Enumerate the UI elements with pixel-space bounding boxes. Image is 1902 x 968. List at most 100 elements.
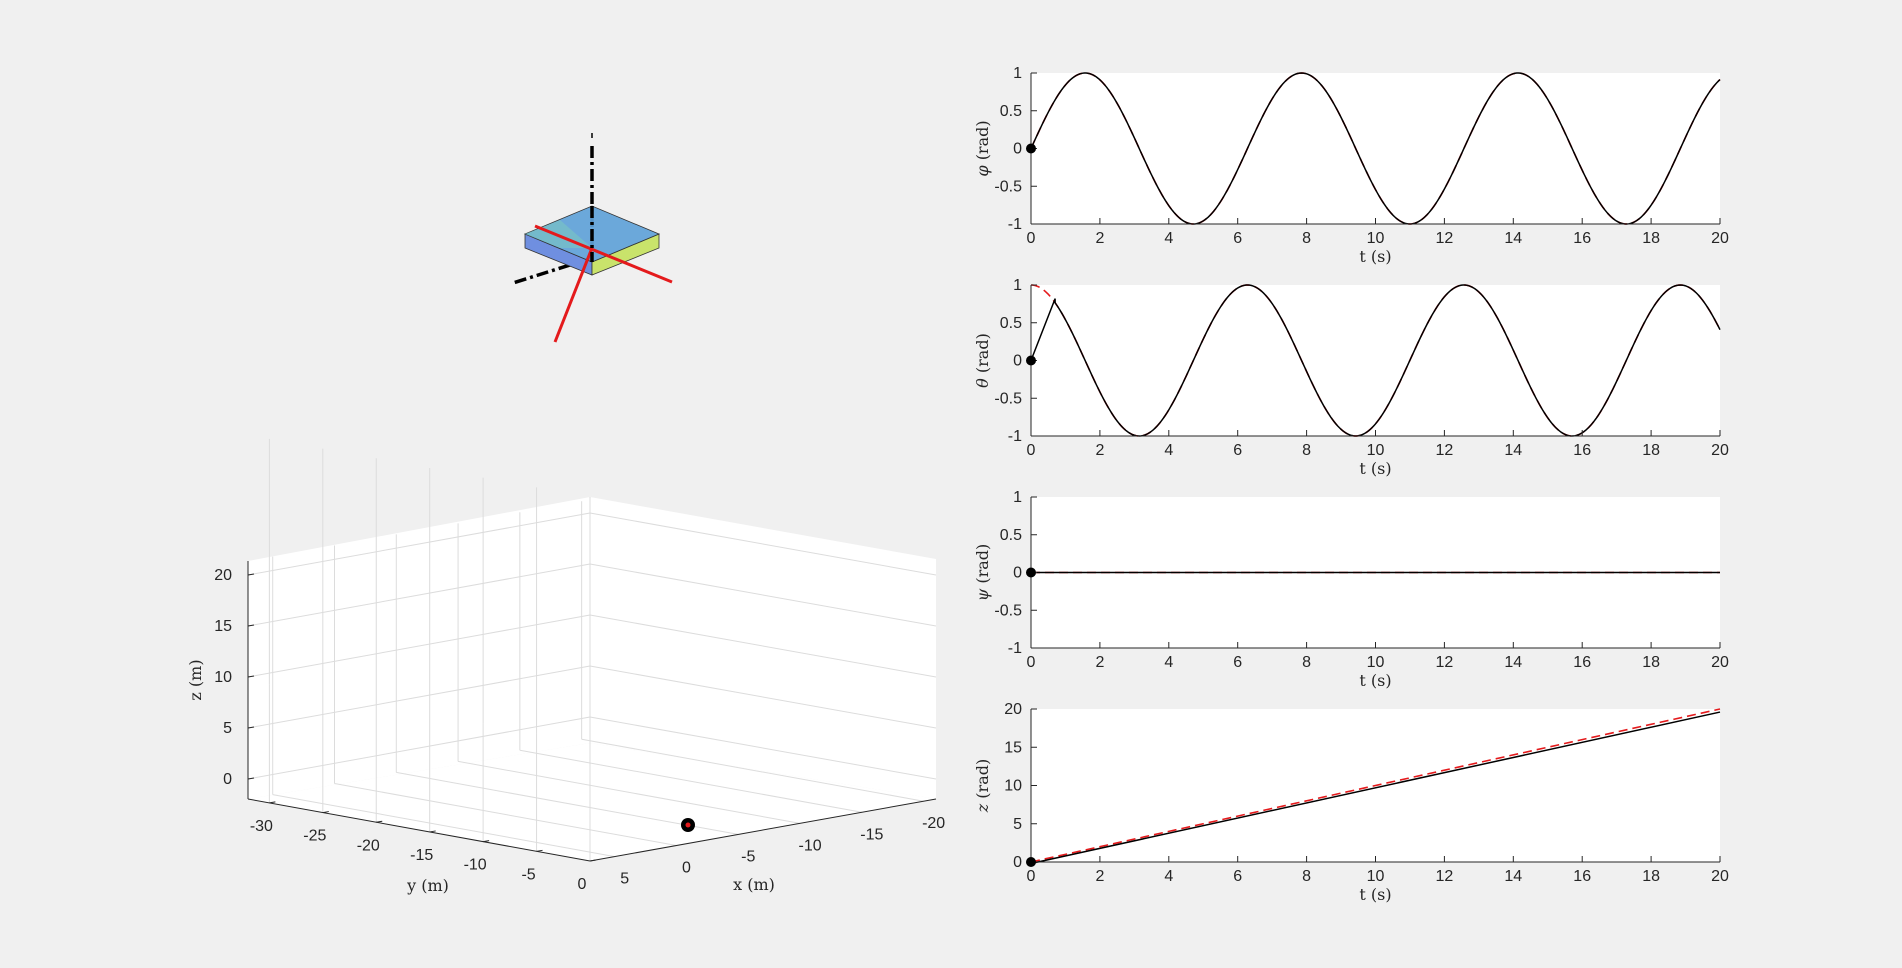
x-tick-label: 0 <box>682 860 691 877</box>
x-tick-label: 4 <box>1164 654 1173 671</box>
z-tick-label: 0 <box>223 771 232 788</box>
subplot-3: 0 2 4 6 8 10 12 14 16 18 20 1 0.5 0 -0.5 -1 t (s) ψ (rad) <box>973 489 1729 690</box>
x-tick-label: 8 <box>1302 442 1311 459</box>
x-tick-label: -5 <box>741 848 755 865</box>
y-tick-label: -0.5 <box>994 178 1022 195</box>
z-tick-mark <box>247 777 255 780</box>
trajectory-point <box>681 818 695 832</box>
x-axis-label: t (s) <box>1359 247 1391 266</box>
y-tick-label: 5 <box>1013 816 1022 833</box>
subplot-2: 0 2 4 6 8 10 12 14 16 18 20 1 0.5 0 -0.5 -1 t (s) θ (rad) <box>973 277 1729 478</box>
z-tick-label: 10 <box>214 669 232 686</box>
x-tick-label: 12 <box>1436 230 1454 247</box>
x-axis-label: t (s) <box>1359 459 1391 478</box>
y-tick-label: 1 <box>1013 65 1022 82</box>
y-tick-label: 0 <box>1013 565 1022 582</box>
z-tick-mark <box>247 624 255 627</box>
x-tick-label: 20 <box>1711 868 1729 885</box>
y-axis-line <box>247 798 591 862</box>
y-tick-mark <box>322 811 329 814</box>
x-tick-label: 18 <box>1642 442 1660 459</box>
y-tick-label: 0.5 <box>1000 527 1022 544</box>
x-tick-label: 12 <box>1436 868 1454 885</box>
y-axis-label: z (rad) <box>973 759 992 813</box>
y-axis-label: ψ (rad) <box>973 544 992 602</box>
y-tick-label: -30 <box>250 818 273 835</box>
y-tick-label: 0 <box>1013 353 1022 370</box>
reference-series-line <box>1030 708 1721 863</box>
plot-area <box>1031 73 1720 224</box>
x-tick-label: 18 <box>1642 868 1660 885</box>
grid-line-z-left <box>247 665 591 729</box>
grid-line-x <box>581 738 924 802</box>
z-tick-label: 15 <box>214 618 232 635</box>
trajectory-3d-plot: -30-25-20-15-10-50 50-5-10-15-2020151050 … <box>186 438 945 895</box>
y-tick-label: 0 <box>578 876 587 893</box>
x-tick-label: 10 <box>1367 230 1385 247</box>
grid-line-z-left <box>247 563 591 627</box>
grid-line-x <box>334 783 677 846</box>
grid-line-z-right <box>589 614 937 678</box>
x-tick-label: 8 <box>1302 868 1311 885</box>
y-axis-label: θ (rad) <box>973 333 992 388</box>
y-tick-label: -25 <box>303 828 326 845</box>
grid-line-z-left <box>247 716 591 780</box>
grid-line-z-right <box>589 716 937 780</box>
x-tick-label: 14 <box>1504 442 1522 459</box>
current-time-marker <box>1026 143 1036 154</box>
y-tick-label: -1 <box>1008 640 1022 657</box>
body-x-axis <box>534 224 673 284</box>
x-tick-label: 14 <box>1504 654 1522 671</box>
y-tick-mark <box>536 849 543 852</box>
x-axis-label: x (m) <box>733 875 775 894</box>
y-tick-label: -10 <box>464 857 487 874</box>
x-tick-label: 6 <box>1233 442 1242 459</box>
x-tick-label: 16 <box>1573 868 1591 885</box>
back-wall-right <box>590 497 936 799</box>
x-axis-label: t (s) <box>1359 671 1391 690</box>
x-tick-label: 2 <box>1095 230 1104 247</box>
x-tick-label: 18 <box>1642 654 1660 671</box>
y-tick-label: 0 <box>1013 854 1022 871</box>
x-tick-label: 8 <box>1302 230 1311 247</box>
x-tick-label: 16 <box>1573 442 1591 459</box>
y-axis-label: φ (rad) <box>973 120 992 176</box>
y-tick-mark <box>483 840 490 843</box>
x-axis-label: t (s) <box>1359 885 1391 904</box>
back-wall-left <box>248 497 590 799</box>
y-axis-label-unit: (rad) <box>973 759 992 804</box>
y-tick-mark <box>429 830 436 833</box>
y-tick-label: -0.5 <box>994 390 1022 407</box>
x-tick-label: 6 <box>1233 230 1242 247</box>
x-tick-label: 14 <box>1504 868 1522 885</box>
subplot-1: 0 2 4 6 8 10 12 14 16 18 20 1 0.5 0 -0.5 -1 t (s) φ (rad) <box>973 65 1729 266</box>
x-tick-label: 16 <box>1573 230 1591 247</box>
y-axis-label-symbol: ψ <box>973 588 992 601</box>
y-axis-label-unit: (rad) <box>973 544 992 589</box>
x-tick-label: 0 <box>1027 442 1036 459</box>
y-tick-label: 0.5 <box>1000 315 1022 332</box>
z-tick-mark <box>247 726 255 729</box>
y-tick-label: 10 <box>1004 778 1022 795</box>
y-axis-label-unit: (rad) <box>973 333 992 378</box>
body-view <box>512 133 673 343</box>
world-x-axis <box>512 256 593 285</box>
x-tick-label: 0 <box>1027 654 1036 671</box>
subplot-4: 0 2 4 6 8 10 12 14 16 18 20 20 15 10 5 0 t (s) z (rad) <box>973 701 1729 904</box>
x-tick-label: 12 <box>1436 442 1454 459</box>
actual-series-line <box>1030 284 1721 437</box>
x-tick-label: 5 <box>620 871 629 888</box>
z-tick-mark <box>247 675 255 678</box>
x-tick-label: 2 <box>1095 442 1104 459</box>
grid-line-z-right <box>589 665 937 729</box>
current-time-marker <box>1026 355 1036 366</box>
plot-area <box>1031 285 1720 436</box>
z-tick-label: 5 <box>223 720 232 737</box>
grid-line-z-right <box>589 563 937 627</box>
y-tick-label: -15 <box>410 847 433 864</box>
grid-line-z-left <box>247 614 591 678</box>
y-axis-label: y (m) <box>406 876 449 895</box>
x-tick-label: 20 <box>1711 230 1729 247</box>
